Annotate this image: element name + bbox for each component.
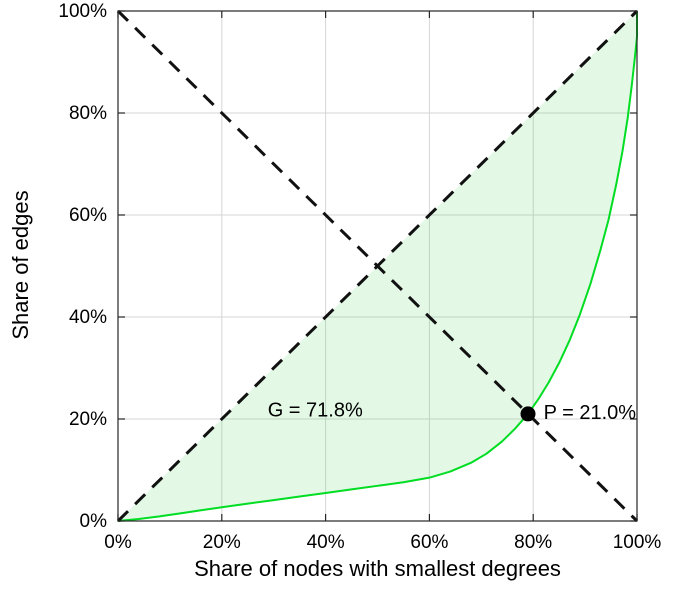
x-tick-label: 0%	[104, 532, 132, 553]
intersection-point-marker	[520, 406, 536, 422]
y-axis-label: Share of edges	[8, 190, 33, 340]
y-tick-label: 100%	[58, 1, 107, 22]
lorenz-curve	[117, 11, 638, 522]
anti-diagonal	[116, 9, 639, 523]
y-tick-label: 80%	[69, 103, 107, 124]
x-tick-label: 100%	[613, 532, 662, 553]
x-tick-label: 40%	[307, 532, 345, 553]
x-axis-label: Share of nodes with smallest degrees	[194, 556, 561, 581]
x-tick-label: 20%	[203, 532, 241, 553]
y-tick-label: 20%	[69, 409, 107, 430]
x-tick-label: 80%	[514, 532, 552, 553]
y-tick-label: 0%	[80, 511, 108, 532]
y-tick-label: 60%	[69, 205, 107, 226]
gini-label: G = 71.8%	[268, 400, 363, 422]
p-label: P = 21.0%	[544, 402, 637, 424]
y-tick-label: 40%	[69, 307, 107, 328]
x-tick-label: 60%	[410, 532, 448, 553]
plot-border	[117, 10, 638, 522]
